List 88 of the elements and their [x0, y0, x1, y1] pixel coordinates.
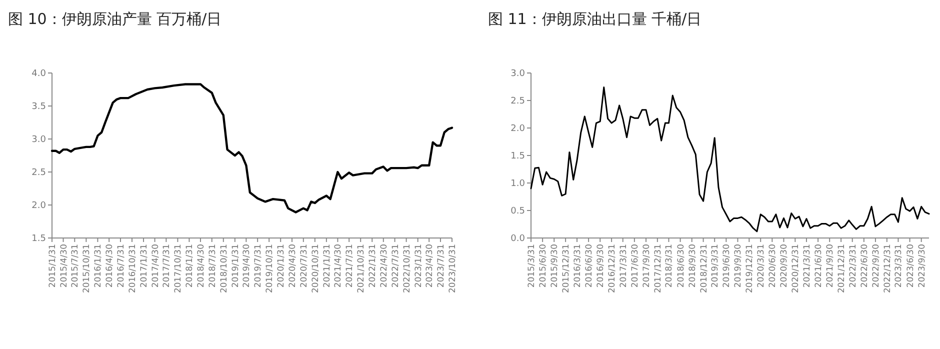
- x-tick-label: 2021/12/31: [837, 244, 848, 293]
- x-tick-label: 2018/10/31: [219, 244, 230, 293]
- y-tick-label: 1.5: [510, 152, 525, 162]
- x-tick-label: 2017/7/31: [162, 244, 172, 288]
- x-tick-label: 2016/1/31: [94, 244, 104, 288]
- y-tick-label: 2.0: [32, 201, 46, 212]
- y-tick-label: 3.5: [32, 102, 46, 112]
- x-tick-label: 2020/7/31: [299, 244, 310, 288]
- x-tick-label: 2021/9/30: [826, 244, 836, 288]
- x-tick-label: 2015/3/31: [526, 244, 537, 288]
- x-tick-label: 2020/3/31: [756, 244, 767, 288]
- x-tick-label: 2022/4/30: [379, 244, 390, 288]
- y-tick-label: 2.5: [32, 168, 46, 178]
- x-tick-label: 2015/6/30: [538, 244, 549, 288]
- x-tick-label: 2022/6/30: [860, 244, 870, 288]
- x-tick-label: 2016/3/31: [572, 244, 583, 288]
- x-tick-label: 2021/1/31: [322, 244, 332, 288]
- x-tick-label: 2023/1/31: [414, 244, 424, 288]
- x-tick-label: 2016/6/30: [584, 244, 595, 288]
- x-tick-label: 2019/3/31: [710, 244, 721, 288]
- y-tick-label: 1.0: [510, 179, 526, 190]
- x-tick-label: 2020/12/31: [791, 244, 802, 293]
- x-tick-label: 2023/10/31: [448, 244, 458, 293]
- y-tick-label: 0.0: [510, 234, 526, 244]
- x-tick-label: 2019/12/31: [745, 244, 756, 293]
- x-tick-label: 2023/6/30: [906, 244, 916, 288]
- x-tick-label: 2020/10/31: [310, 244, 321, 293]
- x-tick-label: 2017/12/31: [653, 244, 664, 293]
- y-tick-label: 4.0: [32, 69, 46, 80]
- x-tick-label: 2015/12/31: [562, 244, 572, 293]
- x-tick-label: 2016/7/31: [116, 244, 126, 288]
- x-tick-label: 2018/9/30: [688, 244, 698, 288]
- y-tick-label: 3.0: [510, 69, 526, 80]
- x-tick-label: 2017/3/31: [618, 244, 629, 288]
- x-tick-label: 2019/7/31: [254, 244, 264, 288]
- x-tick-label: 2016/9/30: [596, 244, 606, 288]
- x-tick-label: 2016/4/30: [105, 244, 116, 288]
- x-tick-label: 2016/10/31: [128, 244, 138, 293]
- x-tick-label: 2021/6/30: [814, 244, 824, 288]
- y-tick-label: 2.5: [510, 96, 525, 107]
- x-tick-label: 2021/4/30: [334, 244, 344, 288]
- x-tick-label: 2015/9/30: [550, 244, 560, 288]
- x-tick-label: 2015/4/30: [59, 244, 70, 288]
- x-tick-label: 2020/6/30: [768, 244, 778, 288]
- x-tick-label: 2022/7/31: [390, 244, 401, 288]
- x-tick-label: 2017/4/30: [150, 244, 161, 288]
- x-tick-label: 2017/10/31: [174, 244, 184, 293]
- y-tick-label: 0.5: [510, 206, 525, 217]
- x-tick-label: 2022/9/30: [871, 244, 882, 288]
- x-tick-label: 2023/9/30: [917, 244, 928, 288]
- line-series: [50, 83, 454, 214]
- x-tick-label: 2015/7/31: [70, 244, 81, 288]
- y-tick-label: 3.0: [32, 135, 46, 146]
- x-tick-label: 2019/1/31: [230, 244, 241, 288]
- x-tick-label: 2023/3/31: [894, 244, 904, 288]
- x-tick-label: 2017/9/30: [642, 244, 652, 288]
- x-tick-label: 2020/9/30: [780, 244, 790, 288]
- x-tick-label: 2018/4/30: [196, 244, 206, 288]
- x-tick-label: 2022/3/31: [848, 244, 858, 288]
- y-tick-label: 2.0: [510, 124, 526, 134]
- x-tick-label: 2019/4/30: [242, 244, 252, 288]
- x-tick-label: 2022/10/31: [402, 244, 412, 293]
- x-tick-label: 2022/12/31: [882, 244, 893, 293]
- x-tick-label: 2018/12/31: [699, 244, 710, 293]
- x-tick-label: 2018/6/30: [676, 244, 686, 288]
- x-tick-label: 2019/9/30: [734, 244, 744, 288]
- x-tick-label: 2023/7/31: [436, 244, 446, 288]
- x-tick-label: 2020/4/30: [288, 244, 298, 288]
- x-tick-label: 2015/1/31: [48, 244, 58, 288]
- x-tick-label: 2021/3/31: [802, 244, 812, 288]
- line-series: [530, 86, 930, 232]
- x-tick-label: 2020/1/31: [276, 244, 287, 288]
- x-tick-label: 2017/1/31: [139, 244, 150, 288]
- x-tick-label: 2016/12/31: [608, 244, 618, 293]
- x-tick-label: 2022/1/31: [368, 244, 378, 288]
- chart-title: 图 10：伊朗原油产量 百万桶/日: [8, 10, 222, 28]
- x-tick-label: 2018/1/31: [185, 244, 196, 288]
- x-tick-label: 2015/10/31: [82, 244, 92, 293]
- x-tick-label: 2018/3/31: [664, 244, 675, 288]
- x-tick-label: 2021/10/31: [356, 244, 367, 293]
- x-tick-label: 2019/10/31: [265, 244, 276, 293]
- x-tick-label: 2023/4/30: [425, 244, 436, 288]
- x-tick-label: 2021/7/31: [345, 244, 356, 288]
- y-tick-label: 1.5: [32, 234, 46, 244]
- x-tick-label: 2019/6/30: [722, 244, 732, 288]
- x-tick-label: 2017/6/30: [630, 244, 640, 288]
- chart-title: 图 11：伊朗原油出口量 千桶/日: [488, 10, 702, 28]
- x-tick-label: 2018/7/31: [208, 244, 218, 288]
